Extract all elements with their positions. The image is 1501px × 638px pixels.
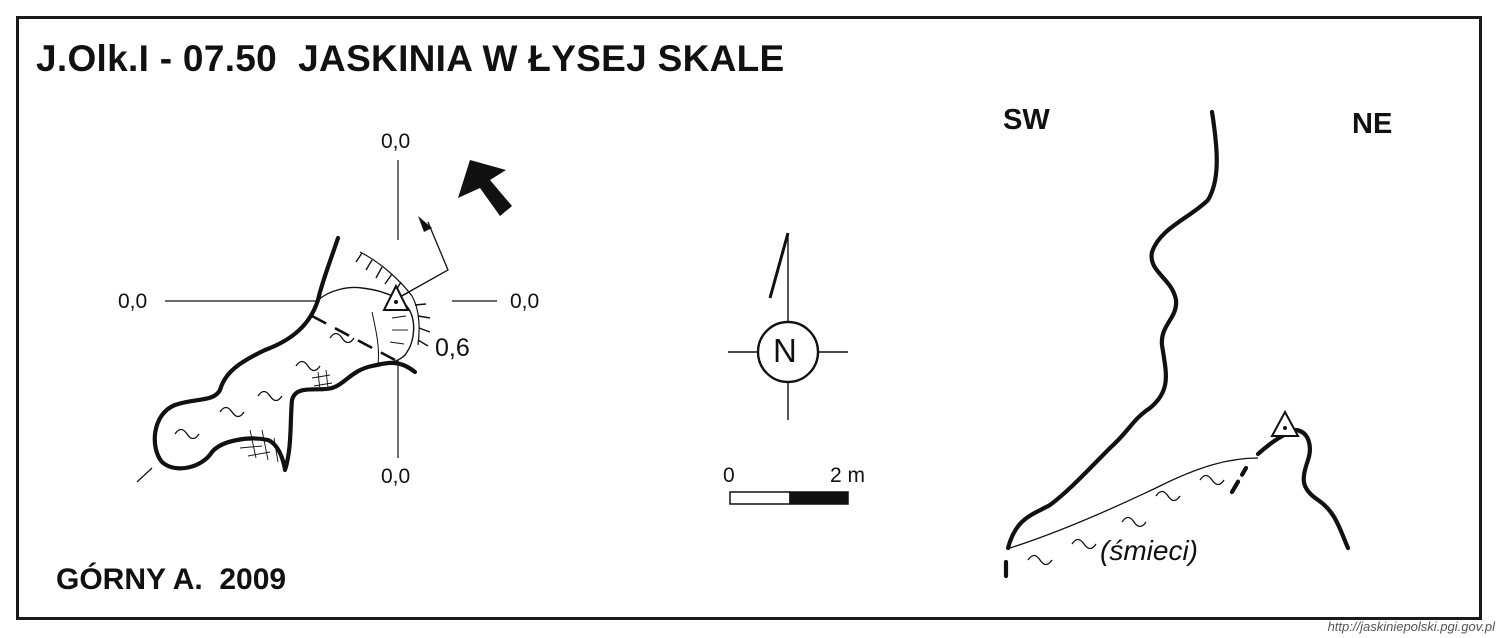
section-station-icon (1270, 409, 1300, 437)
compass-rose (728, 232, 848, 420)
plan-label-right: 0,0 (510, 290, 540, 313)
scale-start-label: 0 (723, 464, 735, 487)
scale-end-label: 2 m (830, 464, 866, 487)
cave-outline (152, 235, 418, 473)
section-east-wall (1293, 427, 1351, 551)
scale-bar (729, 491, 849, 505)
source-url[interactable]: http://jaskiniepolski.pgi.gov.pl (1327, 619, 1495, 634)
section-line (311, 314, 396, 362)
chamber-inner-line (371, 311, 379, 365)
orientation-arrow-icon (458, 160, 512, 216)
slope-hachures (355, 251, 431, 347)
plan-view (136, 160, 497, 483)
section-label-ne: NE (1352, 108, 1393, 140)
rubble-hatch-2 (311, 315, 408, 391)
scale-bar-white (729, 491, 791, 505)
map-title: J.Olk.I - 07.50 JASKINIA W ŁYSEJ SKALE (36, 38, 785, 79)
entrance-arrow-line (397, 221, 449, 299)
compass-north-label: N (773, 332, 797, 369)
compass-circle (756, 320, 820, 384)
author-credit: GÓRNY A. 2009 (56, 563, 287, 596)
section-floor (1009, 457, 1259, 549)
scale-bar-black (789, 491, 849, 505)
map-frame (16, 16, 1482, 620)
section-label-sw: SW (1003, 104, 1050, 136)
plan-label-depth: 0,6 (435, 334, 470, 362)
section-line-end (136, 467, 153, 483)
plan-label-bottom: 0,0 (381, 465, 411, 488)
plan-waves (174, 332, 355, 440)
section-west-wall (1005, 109, 1219, 551)
plan-label-top: 0,0 (381, 130, 411, 153)
declination-tick (768, 232, 790, 299)
section-view (1003, 109, 1351, 579)
section-annotation: (śmieci) (1100, 535, 1198, 566)
entrance-arrow-head (418, 216, 432, 232)
rubble-hatch-1 (234, 429, 279, 463)
section-waves (1027, 474, 1225, 566)
survey-station-icon (382, 283, 410, 311)
plan-label-left: 0,0 (118, 290, 148, 313)
